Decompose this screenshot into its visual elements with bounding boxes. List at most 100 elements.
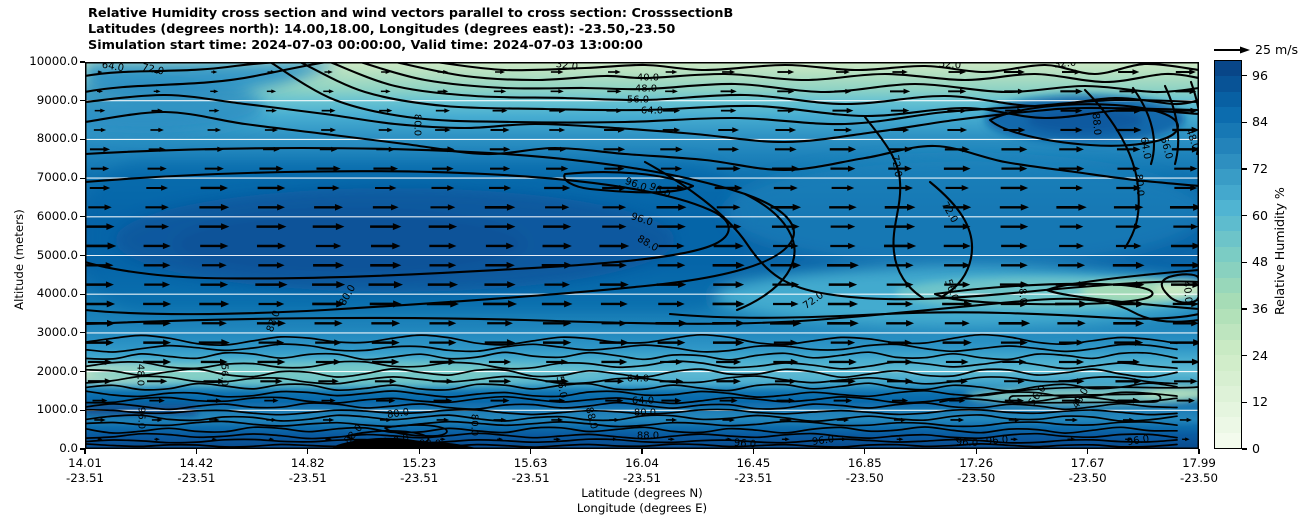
wind-arrow	[604, 127, 625, 133]
y-tick-label-0.0: 0.0	[59, 441, 78, 455]
y-tick-mark	[80, 138, 85, 140]
wind-arrow	[827, 261, 859, 269]
title-line-3: Simulation start time: 2024-07-03 00:00:…	[88, 38, 643, 53]
y-tick-mark	[80, 409, 85, 411]
wind-arrow	[893, 417, 907, 423]
wind-arrow	[550, 69, 564, 75]
y-tick-label-7000.0: 7000.0	[36, 170, 78, 185]
wind-arrow	[834, 88, 852, 94]
wind-arrow	[257, 358, 286, 366]
wind-arrow	[603, 146, 626, 153]
wind-arrow	[204, 146, 224, 152]
colorbar	[1214, 60, 1242, 449]
contour-label: 64.0	[101, 62, 125, 74]
wind-arrow	[545, 204, 570, 211]
contour-line	[358, 62, 1199, 94]
wind-arrow	[200, 242, 229, 250]
wind-arrow	[777, 108, 795, 114]
x-tick-mark	[1087, 449, 1089, 454]
wind-arrow	[319, 146, 338, 152]
contour-line	[85, 351, 1178, 361]
wind-arrow	[607, 89, 622, 94]
contour-label: 32.0	[938, 62, 961, 71]
wind-arrow	[948, 88, 967, 94]
wind-arrow	[542, 319, 572, 327]
wind-arrow	[1001, 165, 1028, 172]
wind-arrow	[497, 437, 503, 441]
contour-line	[928, 180, 974, 298]
colorbar-tick-mark	[1242, 261, 1247, 263]
wind-arrow	[1116, 184, 1142, 192]
x-tick-label-lon: -23.50	[957, 471, 996, 485]
colorbar-tick-mark	[1242, 401, 1247, 403]
quiver-key-arrow-icon	[1214, 46, 1250, 54]
wind-arrow	[372, 358, 400, 366]
wind-arrow	[371, 319, 401, 327]
wind-arrow	[211, 437, 217, 441]
wind-arrow	[665, 89, 678, 94]
wind-arrow	[779, 417, 792, 423]
wind-arrow	[889, 88, 911, 95]
wind-arrow	[146, 378, 168, 385]
wind-arrow	[886, 300, 914, 308]
wind-arrow	[656, 281, 687, 289]
contour-label: 48.0	[135, 364, 146, 386]
contour-label: 80.0	[386, 407, 410, 421]
wind-arrow	[549, 127, 566, 133]
wind-arrow	[1060, 88, 1083, 95]
wind-arrow	[490, 127, 510, 133]
y-tick-label-9000.0: 9000.0	[36, 92, 78, 107]
wind-arrow	[324, 70, 333, 74]
wind-arrow	[553, 437, 561, 442]
contour-line	[1160, 273, 1199, 304]
wind-arrow	[886, 262, 914, 269]
wind-arrow	[773, 339, 798, 346]
wind-arrow	[770, 261, 801, 269]
wind-arrow	[946, 378, 968, 385]
contour-line	[85, 62, 329, 94]
wind-arrow	[773, 300, 799, 308]
wind-arrow	[382, 437, 390, 442]
wind-arrow	[375, 185, 397, 191]
wind-arrow	[436, 417, 450, 423]
colorbar-step	[1215, 355, 1241, 371]
colorbar-step	[1215, 246, 1241, 263]
x-tick-label-lon: -23.50	[1068, 471, 1107, 485]
wind-arrow	[712, 339, 745, 347]
wind-arrow	[1119, 88, 1138, 94]
wind-arrow	[87, 378, 113, 385]
wind-arrow	[489, 165, 511, 172]
wind-arrow	[1169, 339, 1199, 347]
wind-arrow	[712, 300, 745, 308]
x-axis-label-longitude: Longitude (degrees E)	[576, 501, 708, 515]
contour-label: 40.0	[637, 73, 659, 84]
y-tick-label-8000.0: 8000.0	[36, 131, 78, 146]
wind-arrow	[1060, 107, 1083, 114]
wind-arrow	[944, 281, 971, 288]
wind-arrow	[317, 185, 340, 191]
wind-arrow	[85, 223, 115, 230]
x-tick-label-lat: 16.04	[625, 456, 659, 470]
wind-arrow	[609, 417, 620, 422]
wind-arrow	[770, 203, 802, 211]
wind-arrow	[662, 127, 681, 133]
wind-arrow	[888, 165, 912, 172]
wind-arrow	[830, 223, 856, 230]
wind-arrow	[601, 262, 627, 269]
colorbar-tick-mark	[1242, 74, 1247, 77]
wind-arrow	[599, 339, 630, 346]
wind-arrow	[376, 397, 396, 404]
wind-arrow	[370, 261, 402, 269]
colorbar-step	[1215, 293, 1241, 309]
wind-arrow	[429, 358, 457, 366]
wind-arrow	[143, 320, 171, 327]
wind-arrow	[714, 184, 743, 192]
wind-arrow	[945, 359, 969, 365]
contour-line	[298, 62, 1199, 120]
wind-arrow	[660, 146, 683, 153]
colorbar-step	[1215, 61, 1241, 77]
wind-arrow	[209, 108, 220, 113]
wind-arrow	[199, 203, 230, 211]
wind-arrow	[315, 358, 342, 366]
wind-arrow	[484, 281, 516, 289]
